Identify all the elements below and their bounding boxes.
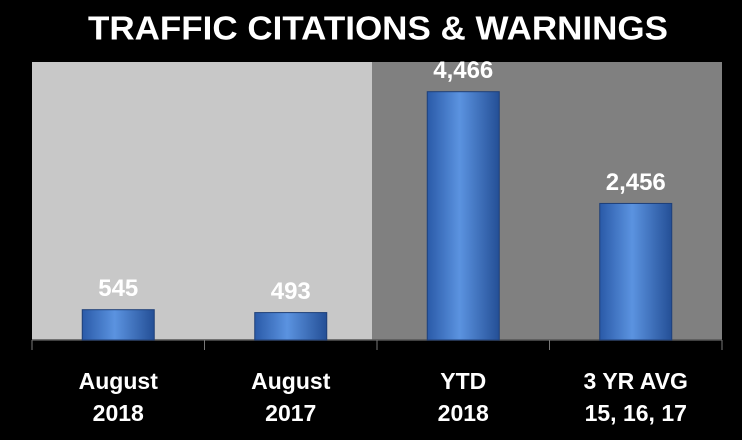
x-tick-label-line: 15, 16, 17 [585,400,687,426]
x-tick-label-line: August [79,368,159,394]
panel-light [32,62,372,340]
value-label: 493 [271,278,311,305]
x-tick-label: 3 YR AVG 15, 16, 17 [584,368,688,426]
x-tick-label-line: YTD [440,368,486,394]
value-label: 2,456 [606,169,666,196]
chart-title: TRAFFIC CITATIONS & WARNINGS [88,10,668,47]
x-tick-label-line: 2018 [438,400,489,426]
x-tick-label: August 2017 [251,368,331,426]
x-tick-label-line: 2018 [93,400,144,426]
value-label: 545 [98,275,138,302]
x-tick-label: August 2018 [79,368,159,426]
bar [426,91,500,341]
value-label: 4,466 [433,57,493,84]
x-tick-label-line: August [251,368,331,394]
bar [599,202,673,341]
x-tick-label-line: 2017 [265,400,316,426]
bar [81,309,155,341]
x-tick-label: YTD 2018 [438,368,489,426]
x-tick-label-line: 3 YR AVG [584,368,688,394]
bar [254,312,328,341]
